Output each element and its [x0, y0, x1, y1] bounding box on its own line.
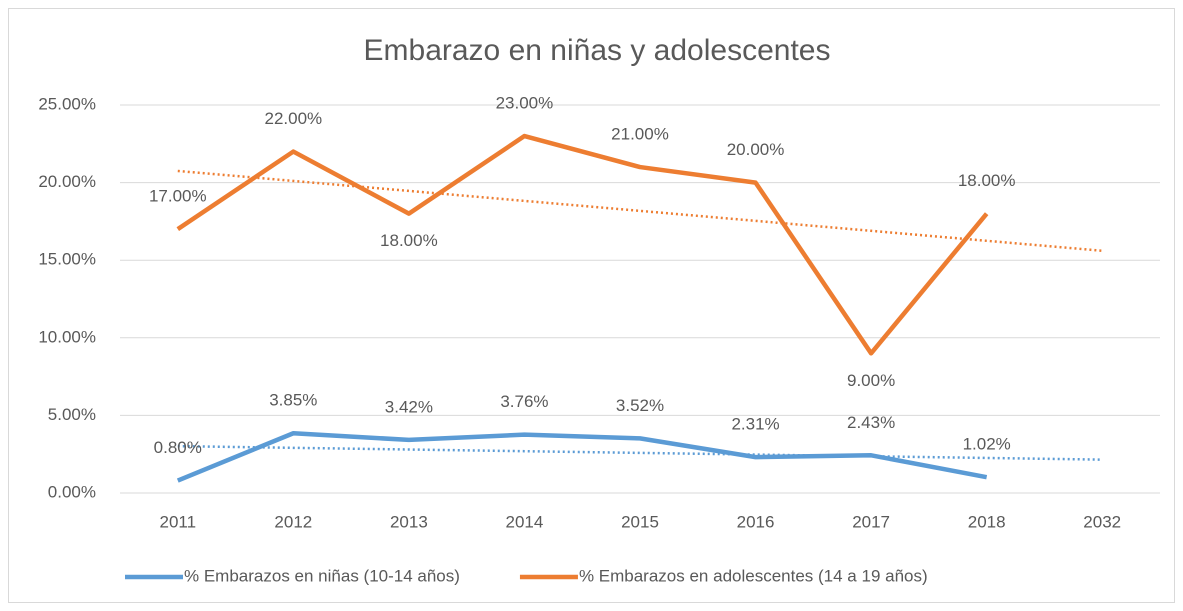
y-tick-label: 15.00%	[38, 250, 96, 269]
chart-border	[8, 8, 1175, 603]
data-label: 20.00%	[727, 140, 785, 159]
data-label: 3.52%	[616, 396, 664, 415]
y-tick-label: 0.00%	[48, 482, 96, 501]
data-label: 3.85%	[269, 391, 317, 410]
data-label: 18.00%	[380, 231, 438, 250]
y-tick-label: 5.00%	[48, 405, 96, 424]
chart-title: Embarazo en niñas y adolescentes	[364, 34, 831, 67]
legend-label: % Embarazos en adolescentes (14 a 19 año…	[579, 566, 928, 585]
y-tick-label: 20.00%	[38, 172, 96, 191]
data-label: 2.31%	[731, 415, 779, 434]
x-tick-label: 2017	[852, 512, 890, 531]
x-tick-label: 2015	[621, 512, 659, 531]
y-tick-label: 25.00%	[38, 94, 96, 113]
data-label: 3.76%	[500, 392, 548, 411]
x-tick-label: 2018	[968, 512, 1006, 531]
x-tick-label: 2016	[737, 512, 775, 531]
legend-label: % Embarazos en niñas (10-14 años)	[184, 566, 460, 585]
x-tick-label: 2014	[506, 512, 544, 531]
data-label: 3.42%	[385, 397, 433, 416]
data-label: 0.80%	[154, 438, 202, 457]
x-tick-label: 2011	[159, 512, 196, 531]
data-label: 18.00%	[958, 171, 1016, 190]
y-tick-label: 10.00%	[38, 327, 96, 346]
data-label: 17.00%	[149, 187, 207, 206]
x-tick-label: 2013	[390, 512, 428, 531]
data-label: 2.43%	[847, 413, 895, 432]
series-line	[176, 133, 989, 356]
data-label: 23.00%	[496, 94, 554, 113]
x-tick-label: 2012	[274, 512, 312, 531]
series-line	[176, 430, 988, 483]
data-label: 1.02%	[963, 435, 1011, 454]
data-label: 22.00%	[264, 109, 322, 128]
data-label: 21.00%	[611, 125, 669, 144]
trendline	[177, 444, 1103, 461]
x-tick-label: 2032	[1083, 512, 1121, 531]
data-label: 9.00%	[847, 371, 895, 390]
